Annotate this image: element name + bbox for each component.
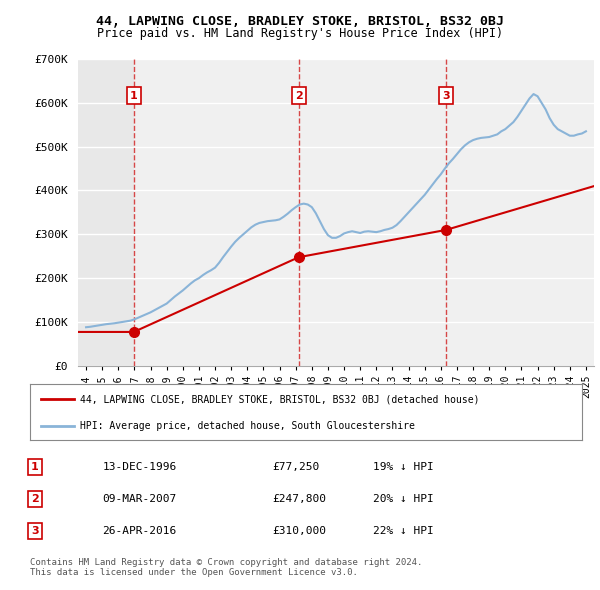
Text: 44, LAPWING CLOSE, BRADLEY STOKE, BRISTOL, BS32 0BJ: 44, LAPWING CLOSE, BRADLEY STOKE, BRISTO… [96, 15, 504, 28]
Text: £247,800: £247,800 [272, 494, 326, 504]
Text: 13-DEC-1996: 13-DEC-1996 [103, 462, 177, 472]
Text: 19% ↓ HPI: 19% ↓ HPI [373, 462, 434, 472]
Text: Contains HM Land Registry data © Crown copyright and database right 2024.
This d: Contains HM Land Registry data © Crown c… [30, 558, 422, 577]
Text: £310,000: £310,000 [272, 526, 326, 536]
Text: 20% ↓ HPI: 20% ↓ HPI [373, 494, 434, 504]
Text: 09-MAR-2007: 09-MAR-2007 [103, 494, 177, 504]
Text: Price paid vs. HM Land Registry's House Price Index (HPI): Price paid vs. HM Land Registry's House … [97, 27, 503, 40]
Text: 3: 3 [31, 526, 39, 536]
Text: HPI: Average price, detached house, South Gloucestershire: HPI: Average price, detached house, Sout… [80, 421, 415, 431]
Text: 3: 3 [442, 91, 450, 101]
Text: 1: 1 [130, 91, 137, 101]
Text: £77,250: £77,250 [272, 462, 319, 472]
Bar [78, 59, 134, 366]
Text: 1: 1 [31, 462, 39, 472]
Text: 22% ↓ HPI: 22% ↓ HPI [373, 526, 434, 536]
Text: 2: 2 [295, 91, 302, 101]
Text: 44, LAPWING CLOSE, BRADLEY STOKE, BRISTOL, BS32 0BJ (detached house): 44, LAPWING CLOSE, BRADLEY STOKE, BRISTO… [80, 394, 479, 404]
Text: 26-APR-2016: 26-APR-2016 [103, 526, 177, 536]
Text: 2: 2 [31, 494, 39, 504]
